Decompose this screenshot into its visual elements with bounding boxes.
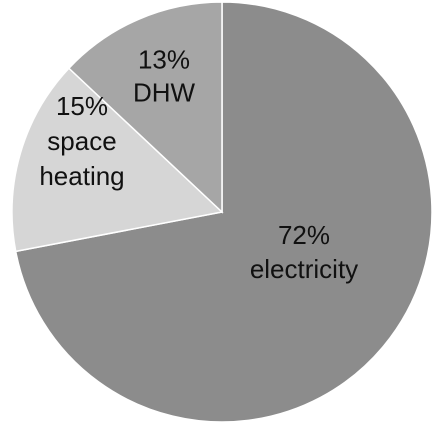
pie-slice-space-heating	[11, 67, 224, 253]
pie-slice-electricity	[14, 1, 432, 423]
pie-label-dhw: 13% DHW	[133, 45, 196, 108]
pie-label-electricity: 72% electricity	[250, 220, 358, 284]
pie-label-line: 13%	[138, 45, 190, 75]
pie-slice-dhw	[67, 1, 223, 214]
pie-label-space-heating: 15% space heating	[39, 91, 124, 191]
pie-label-line: space	[47, 126, 116, 156]
pie-label-line: 72%	[278, 220, 330, 250]
pie-labels: 72% electricity 15% space heating 13% DHW	[39, 45, 358, 285]
pie-label-line: DHW	[133, 78, 196, 108]
pie-label-line: electricity	[250, 254, 358, 284]
pie-label-line: heating	[39, 161, 124, 191]
pie-slices	[11, 1, 432, 423]
pie-label-line: 15%	[56, 91, 108, 121]
